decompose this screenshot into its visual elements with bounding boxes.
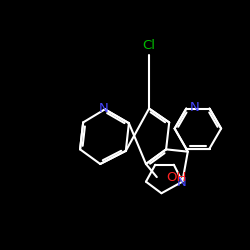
Text: N: N <box>177 176 186 189</box>
Text: N: N <box>189 101 199 114</box>
Text: Cl: Cl <box>142 38 156 52</box>
Text: OH: OH <box>166 170 186 183</box>
Text: N: N <box>99 102 109 115</box>
